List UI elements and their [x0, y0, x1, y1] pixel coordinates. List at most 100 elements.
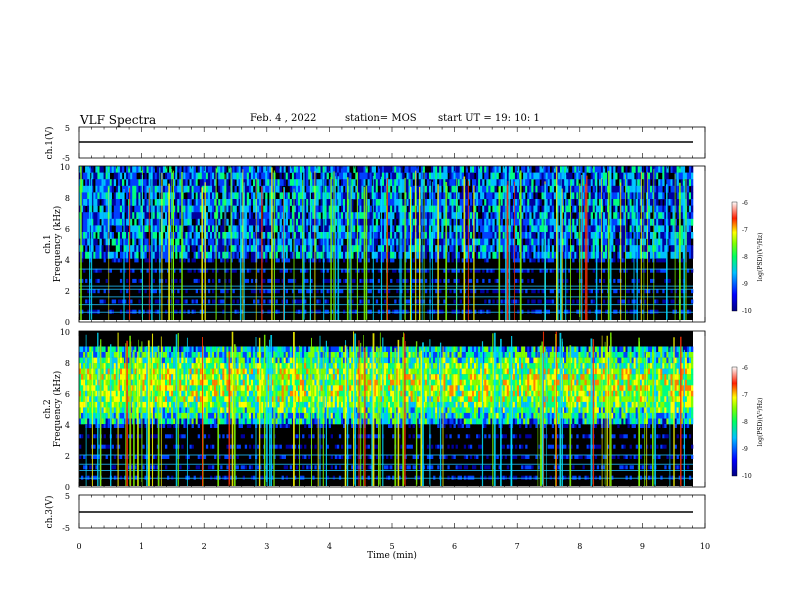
spectrogram-cell — [384, 192, 387, 200]
spectrogram-cell — [281, 192, 284, 200]
spectrogram-cell — [205, 232, 209, 239]
spectrogram-cell — [443, 245, 446, 253]
spectrogram-cell — [83, 251, 86, 259]
spectrogram-cell — [373, 245, 376, 253]
spectrogram-cell — [443, 185, 446, 193]
spectrogram-cell — [381, 205, 385, 213]
spectrogram-cell — [621, 218, 624, 226]
spectrogram-cell — [531, 278, 534, 283]
start-time-label: start UT = 19: 10: 1 — [438, 113, 540, 124]
spectrogram-cell — [396, 278, 399, 283]
spectrogram-cell — [218, 205, 221, 213]
spectrogram-cell — [351, 185, 354, 193]
spectrogram-cell — [490, 172, 493, 180]
spectrogram-cell — [212, 199, 215, 206]
spectrogram-cell — [236, 309, 239, 314]
spectrogram-cell — [341, 212, 344, 220]
spectrogram-cell — [586, 166, 589, 173]
spectrogram-cell — [617, 218, 620, 226]
spectrogram-cell — [214, 218, 217, 226]
spectrogram-cell — [676, 172, 679, 180]
spectrogram-cell — [152, 251, 155, 259]
spectrogram-cell — [539, 199, 542, 206]
spectrogram-cell — [390, 172, 393, 180]
spectrogram-cell — [310, 172, 313, 180]
spectrogram-cell — [377, 245, 381, 253]
spectrogram-cell — [132, 172, 135, 180]
spectrogram-cell — [210, 232, 213, 239]
spectrogram-cell — [353, 166, 356, 173]
spectrogram-cell — [474, 309, 477, 314]
spectrogram-cell — [396, 205, 399, 213]
spectrogram-cell — [351, 289, 354, 294]
spectrogram-cell — [185, 251, 188, 259]
spectrogram-cell — [283, 172, 286, 180]
spectrogram-cell — [240, 199, 243, 206]
spectrogram-cell — [359, 166, 362, 173]
spectrogram-cell — [643, 212, 647, 220]
spectrogram-cell — [226, 258, 229, 263]
spectrogram-cell — [435, 258, 438, 263]
spectrogram-cell — [357, 172, 360, 180]
spectrogram-cell — [691, 179, 694, 187]
spectrogram-cell — [97, 225, 100, 233]
spectrogram-cell — [265, 192, 268, 200]
spectrogram-cell — [588, 225, 591, 233]
spectrogram-cell — [320, 289, 323, 294]
spectrogram-cell — [265, 258, 268, 263]
spectrogram-cell — [81, 238, 84, 246]
spectrogram-cell — [629, 172, 632, 180]
spectrogram-cell — [426, 238, 430, 246]
spectrogram-cell — [79, 374, 82, 380]
spectrogram-cell — [641, 225, 645, 233]
spectrogram-cell — [517, 245, 520, 253]
spectrogram-cell — [676, 212, 679, 220]
spectrogram-cell — [304, 278, 307, 283]
spectrogram-cell — [81, 401, 84, 408]
spectrogram-cell — [529, 185, 532, 193]
spectrogram-cell — [523, 172, 526, 180]
spectrogram-cell — [545, 179, 548, 187]
spectrogram-cell — [572, 192, 575, 200]
spectrogram-cell — [95, 268, 98, 273]
spectrogram-cell — [101, 401, 104, 408]
spectrogram-cell — [650, 232, 653, 239]
spectrogram-cell — [304, 225, 307, 233]
spectrogram-cell — [165, 172, 168, 180]
spectrogram-cell — [613, 205, 616, 213]
spectrogram-cell — [248, 199, 252, 206]
spectrogram-cell — [306, 268, 309, 273]
spectrogram-cell — [240, 258, 243, 263]
spectrogram-cell — [341, 238, 344, 246]
spectrogram-cell — [680, 179, 683, 187]
spectrogram-cell — [169, 205, 172, 213]
spectrogram-cell — [171, 192, 174, 200]
spectrogram-cell — [377, 278, 381, 283]
spectrogram-cell — [289, 199, 293, 206]
spectrogram-cell — [111, 401, 114, 408]
spectrogram-cell — [205, 218, 209, 226]
spectrogram-cell — [287, 179, 291, 187]
spectrogram-cell — [228, 185, 231, 193]
spectrogram-cell — [279, 185, 282, 193]
spectrogram-cell — [521, 192, 524, 200]
spectrogram-cell — [541, 185, 544, 193]
spectrogram-cell — [89, 166, 92, 173]
spectrogram-cell — [531, 238, 534, 246]
spectrogram-cell — [633, 212, 636, 220]
spectrogram-cell — [281, 212, 284, 220]
spectrogram-cell — [97, 251, 100, 259]
spectrogram-cell — [617, 212, 620, 220]
spectrogram-cell — [533, 245, 536, 253]
spectrogram-cell — [625, 205, 628, 213]
spectrogram-cell — [341, 179, 344, 187]
spectrogram-cell — [107, 374, 110, 380]
spectrogram-cell — [293, 199, 297, 206]
spectrogram-cell — [627, 212, 630, 220]
spectrogram-cell — [377, 179, 381, 187]
spectrogram-cell — [488, 218, 491, 226]
spectrogram-cell — [533, 251, 536, 259]
spectrogram-cell — [279, 179, 282, 187]
spectrogram-cell — [648, 179, 651, 187]
spectrogram-cell — [494, 232, 497, 239]
